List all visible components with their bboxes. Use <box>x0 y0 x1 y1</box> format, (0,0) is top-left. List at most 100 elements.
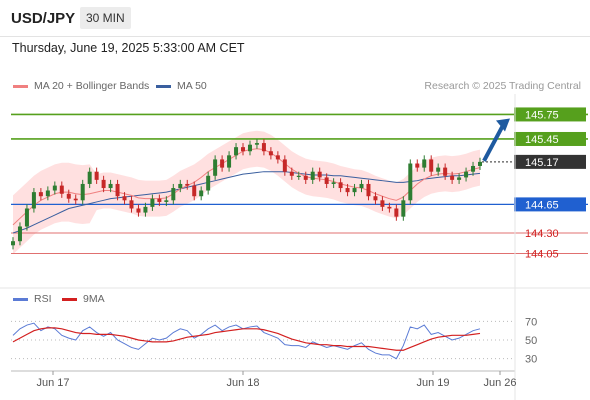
candle-body <box>338 182 343 189</box>
ma50-line <box>12 171 481 234</box>
candle-body <box>227 155 232 168</box>
legend-rsi-ma: 9MA <box>62 293 105 305</box>
legend-rsi-ma-label: 9MA <box>83 293 105 305</box>
candle-body <box>129 200 134 209</box>
ma20-line <box>12 148 481 226</box>
candle-body <box>87 171 92 184</box>
level-tag-145.17 <box>514 154 586 169</box>
candle-body <box>254 143 259 145</box>
level-label-145.17: 145.17 <box>525 157 559 169</box>
candle-body <box>247 144 252 152</box>
candle-body <box>436 167 441 172</box>
bollinger-band <box>13 130 480 255</box>
rsi-ma-swatch-icon <box>62 297 77 301</box>
candle-body <box>192 185 197 197</box>
legend-rsi-label: RSI <box>34 293 52 305</box>
candle-body <box>108 183 113 189</box>
candle-body <box>310 171 315 180</box>
candle-body <box>171 188 176 201</box>
rsi-line <box>12 322 481 360</box>
legend-ma20-label: MA 20 + Bollinger Bands <box>34 80 150 92</box>
candle-body <box>94 171 99 180</box>
candle-body <box>73 198 78 201</box>
candle-body <box>331 182 336 184</box>
candle-body <box>150 198 155 207</box>
candle-body <box>352 188 357 193</box>
candle-body <box>59 185 64 194</box>
candle-body <box>115 183 120 197</box>
candle-body <box>241 147 246 152</box>
candle-body <box>464 171 469 178</box>
candle-body <box>324 177 329 184</box>
candle-body <box>359 183 364 189</box>
legend-ma50-label: MA 50 <box>177 80 207 92</box>
candle-body <box>80 183 85 201</box>
candle-body <box>380 200 385 207</box>
candle-body <box>366 183 371 197</box>
candle-body <box>478 161 482 166</box>
level-label-144.65: 144.65 <box>525 199 559 211</box>
level-label-144.05: 144.05 <box>525 248 559 260</box>
legend-rsi: RSI <box>13 293 52 305</box>
candle-body <box>101 179 106 189</box>
datetime-label: Thursday, June 19, 2025 5:33:00 AM CET <box>12 41 245 55</box>
candle-body <box>234 147 239 156</box>
legend-ma20: MA 20 + Bollinger Bands <box>13 80 149 92</box>
x-tick-label-1: Jun 18 <box>226 377 259 389</box>
candle-body <box>387 206 392 209</box>
candle-body <box>289 171 294 176</box>
candle-body <box>17 226 22 242</box>
symbol-label: USD/JPY <box>11 10 76 27</box>
candle-body <box>178 183 183 189</box>
x-tick-label-3: Jun 26 <box>483 377 516 389</box>
candle-body <box>164 200 169 202</box>
candle-body <box>408 163 413 201</box>
candle-body <box>157 198 162 202</box>
candle-body <box>52 185 57 191</box>
candle-body <box>373 196 378 201</box>
level-tag-145.45 <box>514 131 586 146</box>
candle-body <box>401 200 406 217</box>
candle-body <box>11 241 15 246</box>
candle-body <box>143 206 148 213</box>
level-tag-144.65 <box>514 197 586 212</box>
candle-body <box>122 196 127 201</box>
rsi-swatch-icon <box>13 297 28 301</box>
ma50-swatch-icon <box>156 84 171 88</box>
legend-ma50: MA 50 <box>156 80 207 92</box>
candle-body <box>261 143 266 152</box>
candle-body <box>31 192 36 209</box>
level-tag-145.75 <box>514 107 586 122</box>
rsi-tick-30: 30 <box>525 354 537 366</box>
x-tick-label-0: Jun 17 <box>36 377 69 389</box>
candle-body <box>317 171 322 178</box>
level-label-144.30: 144.30 <box>525 228 559 240</box>
rsi-tick-50: 50 <box>525 335 537 347</box>
candle-body <box>394 208 399 217</box>
candle-body <box>429 159 434 172</box>
candle-body <box>268 151 273 156</box>
x-tick-label-2: Jun 19 <box>416 377 449 389</box>
candle-body <box>38 192 43 197</box>
candle-body <box>443 167 448 176</box>
candle-body <box>282 159 287 172</box>
candle-body <box>136 208 141 213</box>
source-label: Research © 2025 Trading Central <box>424 80 581 92</box>
candle-body <box>471 165 476 172</box>
candle-body <box>450 175 455 180</box>
candle-body <box>199 190 204 197</box>
candle-body <box>213 159 218 176</box>
level-label-145.75: 145.75 <box>525 109 559 121</box>
chart-header: USD/JPY 30 MIN <box>0 0 590 37</box>
candle-body <box>220 159 225 168</box>
candle-body <box>275 155 280 160</box>
timeframe-button[interactable]: 30 MIN <box>80 7 131 29</box>
candle-body <box>303 175 308 180</box>
projection-arrow-shaft <box>482 122 506 162</box>
candle-body <box>45 190 50 197</box>
candle-body <box>345 188 350 193</box>
candle-body <box>415 163 420 168</box>
rsi-tick-70: 70 <box>525 316 537 328</box>
candle-body <box>296 175 301 177</box>
projection-arrow-icon <box>496 118 510 132</box>
